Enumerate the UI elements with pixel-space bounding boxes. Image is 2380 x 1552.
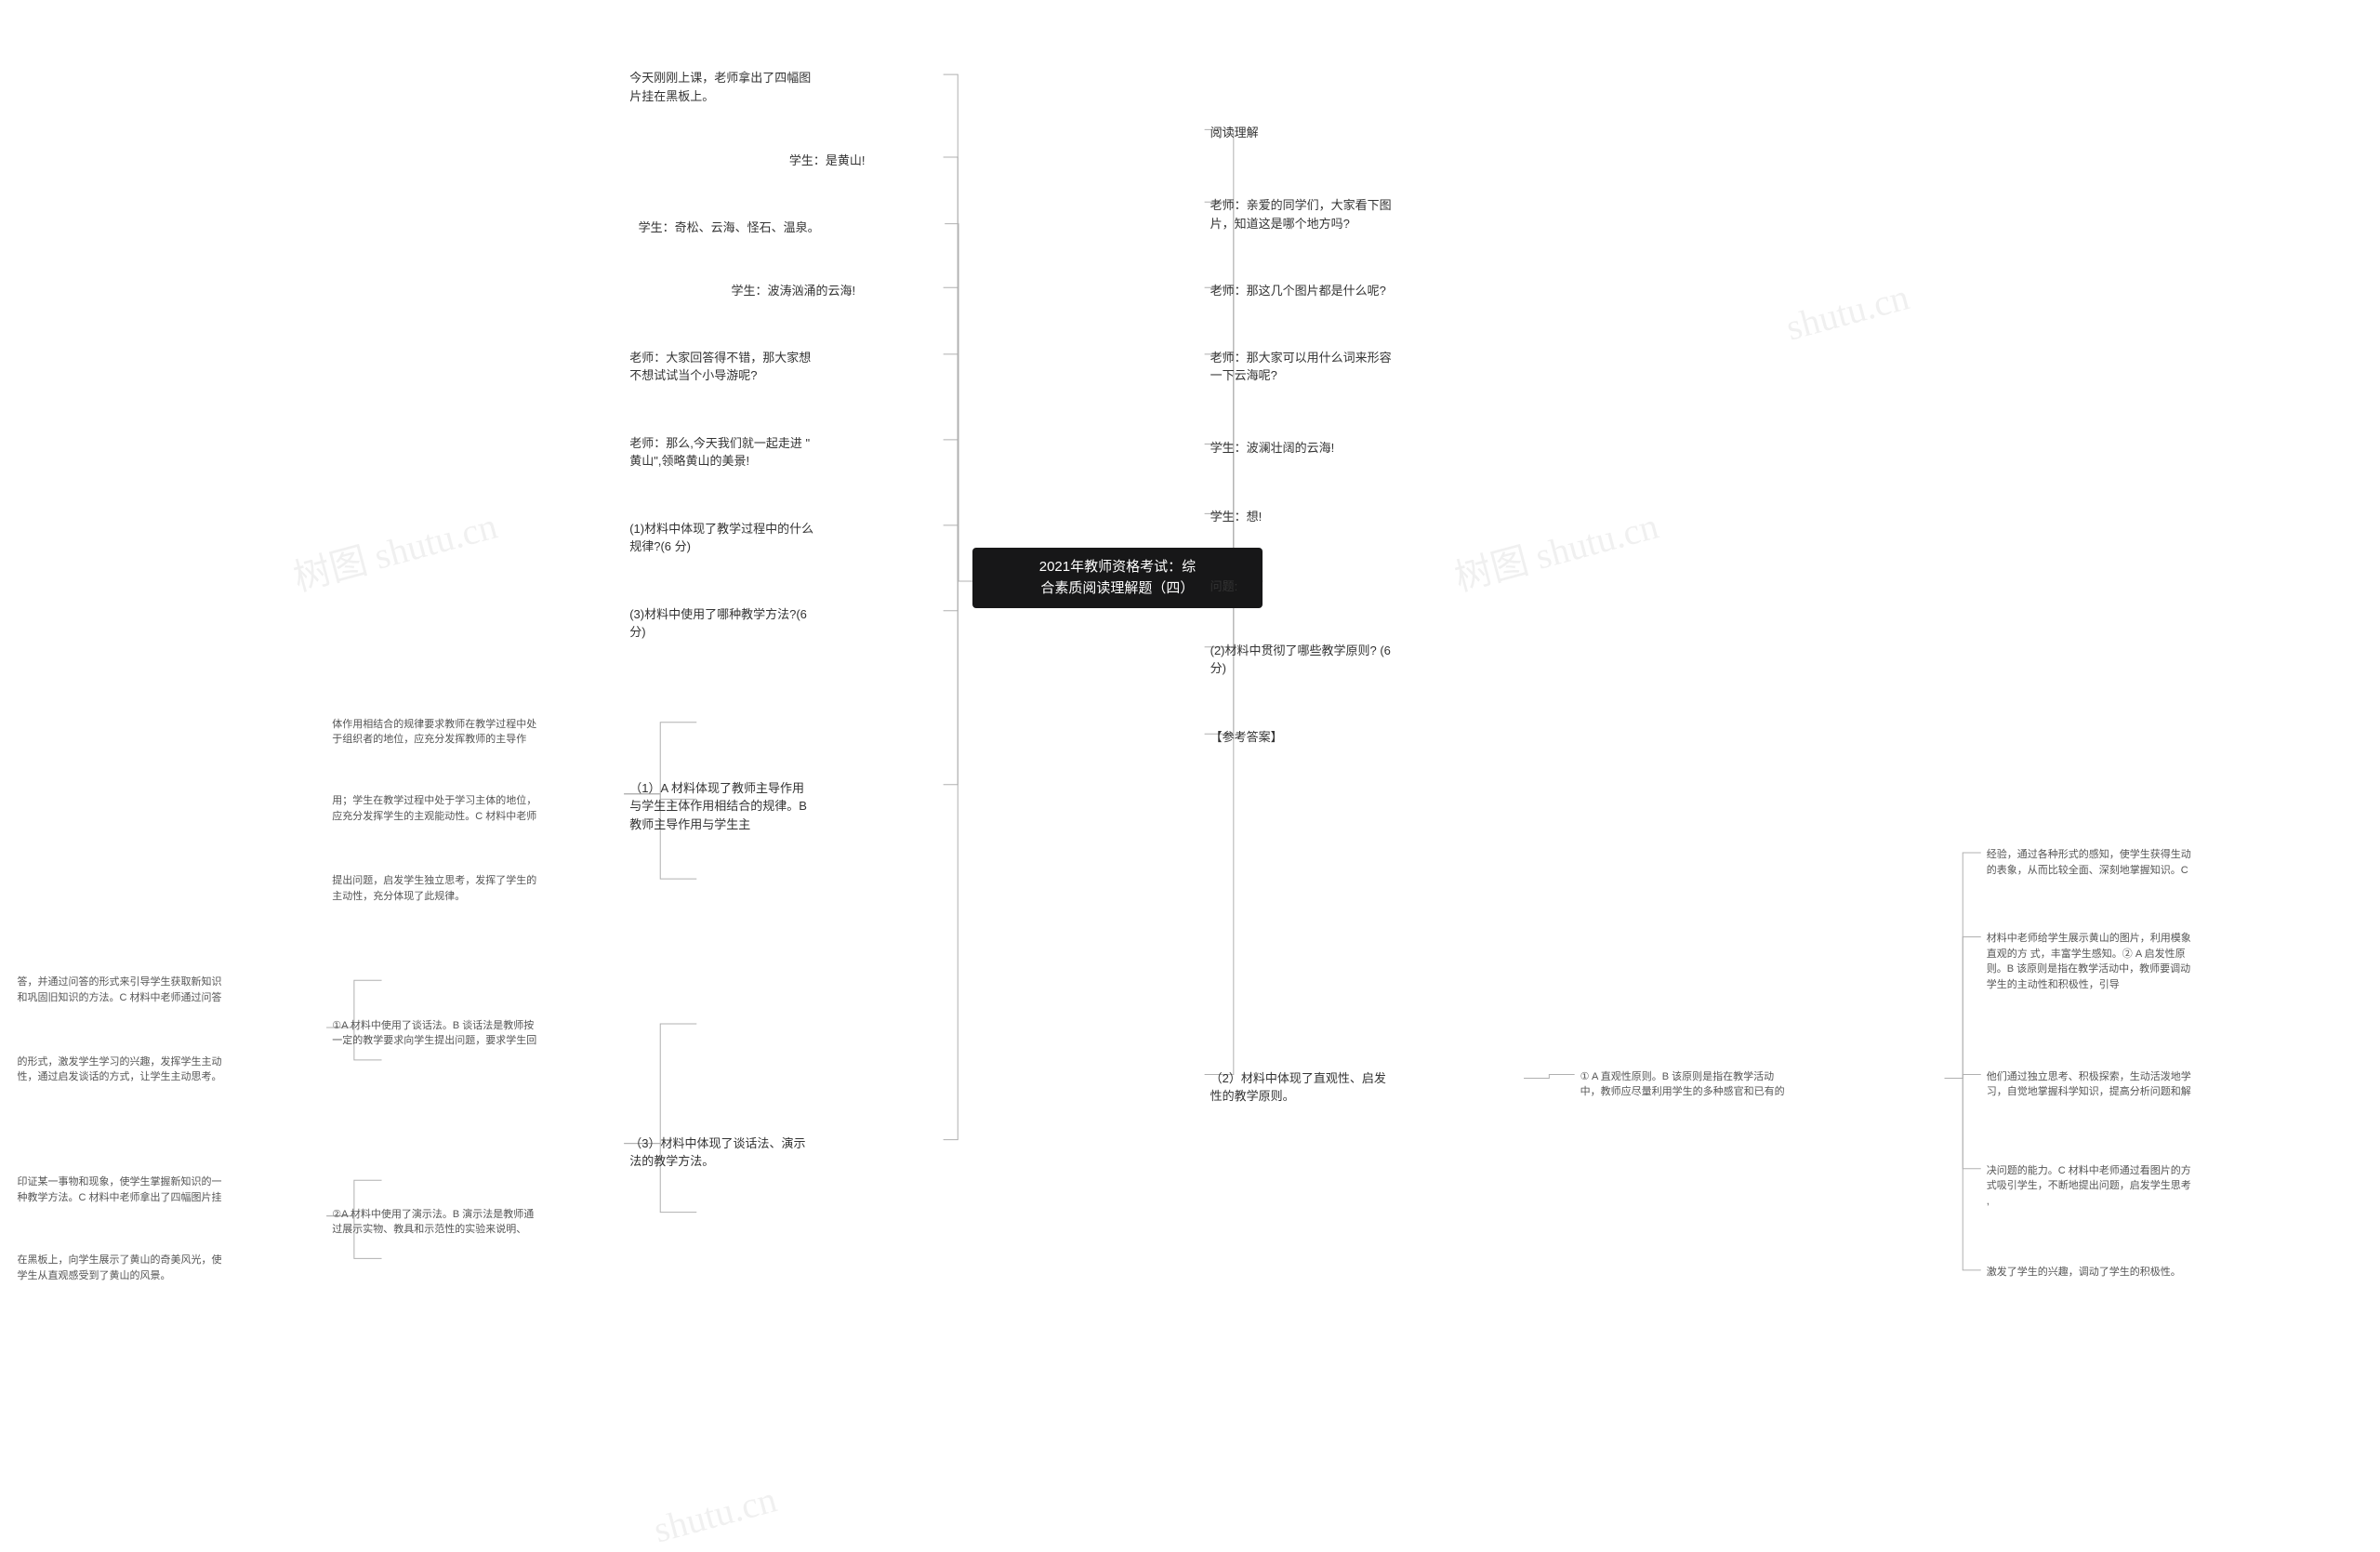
- mindmap-node: 体作用相结合的规律要求教师在教学过程中处于组织者的地位，应充分发挥教师的主导作: [326, 713, 696, 751]
- mindmap-node: 学生：是黄山!: [784, 148, 944, 174]
- mindmap-node: ②A 材料中使用了演示法。B 演示法是教师通过展示实物、教具和示范性的实验来说明…: [326, 1203, 696, 1241]
- mindmap-node: 激发了学生的兴趣，调动了学生的积极性。: [1981, 1261, 2351, 1284]
- mindmap-node: 他们通过独立思考、积极探索，生动活泼地学习，自觉地掌握科学知识，提高分析问题和解: [1981, 1066, 2351, 1104]
- mindmap-node: 老师：那这几个图片都是什么呢?: [1205, 278, 1539, 304]
- root-label: 2021年教师资格考试：综合素质阅读理解题（四）: [1039, 559, 1196, 596]
- mindmap-node: （3）材料中体现了谈话法、演示法的教学方法。: [624, 1131, 943, 1174]
- watermark: shutu.cn: [650, 1478, 782, 1552]
- watermark: 树图 shutu.cn: [287, 496, 503, 602]
- mindmap-node: ①A 材料中使用了谈话法。B 谈话法是教师按一定的教学要求向学生提出问题，要求学…: [326, 1015, 696, 1053]
- mindmap-node: 老师：大家回答得不错，那大家想不想试试当个小导游呢?: [624, 345, 943, 389]
- mindmap-node: 经验，通过各种形式的感知，使学生获得生动的表象，从而比较全面、深刻地掌握知识。C: [1981, 843, 2351, 882]
- mindmap-node: 用；学生在教学过程中处于学习主体的地位，应充分发挥学生的主观能动性。C 材料中老…: [326, 789, 696, 828]
- mindmap-node: 决问题的能力。C 材料中老师通过看图片的方式吸引学生，不断地提出问题，启发学生思…: [1981, 1160, 2351, 1214]
- mindmap-node: 印证某一事物和现象，使学生掌握新知识的一种教学方法。C 材料中老师拿出了四幅图片…: [11, 1171, 381, 1209]
- mindmap-node: 在黑板上，向学生展示了黄山的奇美风光，使学生从直观感受到了黄山的风景。: [11, 1249, 381, 1287]
- mindmap-node: 提出问题，启发学生独立思考，发挥了学生的主动性，充分体现了此规律。: [326, 869, 696, 908]
- mindmap-node: (2)材料中贯彻了哪些教学原则? (6分): [1205, 638, 1539, 682]
- mindmap-node: 学生：想!: [1205, 504, 1524, 530]
- mindmap-node: （2）材料中体现了直观性、启发性的教学原则。: [1205, 1066, 1524, 1109]
- mindmap-node: (3)材料中使用了哪种教学方法?(6分): [624, 602, 943, 645]
- mindmap-node: ① A 直观性原则。B 该原则是指在教学活动中，教师应尽量利用学生的多种感官和已…: [1575, 1066, 1945, 1104]
- mindmap-node: 老师：亲爱的同学们，大家看下图片，知道这是哪个地方吗?: [1205, 192, 1539, 236]
- watermark: shutu.cn: [1781, 274, 1913, 349]
- mindmap-node: 学生：波涛汹涌的云海!: [725, 278, 943, 304]
- mindmap-node: 的形式，激发学生学习的兴趣，发挥学生主动性，通过启发谈话的方式，让学生主动思考。: [11, 1051, 381, 1089]
- mindmap-node: 老师：那大家可以用什么词来形容一下云海呢?: [1205, 345, 1539, 389]
- mindmap-node: 答，并通过问答的形式来引导学生获取新知识和巩固旧知识的方法。C 材料中老师通过问…: [11, 971, 381, 1009]
- mindmap-node: 老师：那么,今天我们就一起走进 "黄山",领略黄山的美景!: [624, 431, 943, 474]
- mindmap-node: 今天刚刚上课，老师拿出了四幅图片挂在黑板上。: [624, 65, 943, 109]
- mindmap-node: 问题:: [1205, 574, 1524, 600]
- mindmap-node: 材料中老师给学生展示黄山的图片，利用模象直观的方 式，丰富学生感知。② A 启发…: [1981, 927, 2351, 996]
- mindmap-node: (1)材料中体现了教学过程中的什么规律?(6 分): [624, 516, 943, 560]
- mindmap-node: 学生：波澜壮阔的云海!: [1205, 435, 1524, 461]
- mindmap-node: 学生：奇松、云海、怪石、温泉。: [633, 215, 945, 241]
- mindmap-node: 阅读理解: [1205, 120, 1524, 146]
- mindmap-node: 【参考答案】: [1205, 724, 1524, 750]
